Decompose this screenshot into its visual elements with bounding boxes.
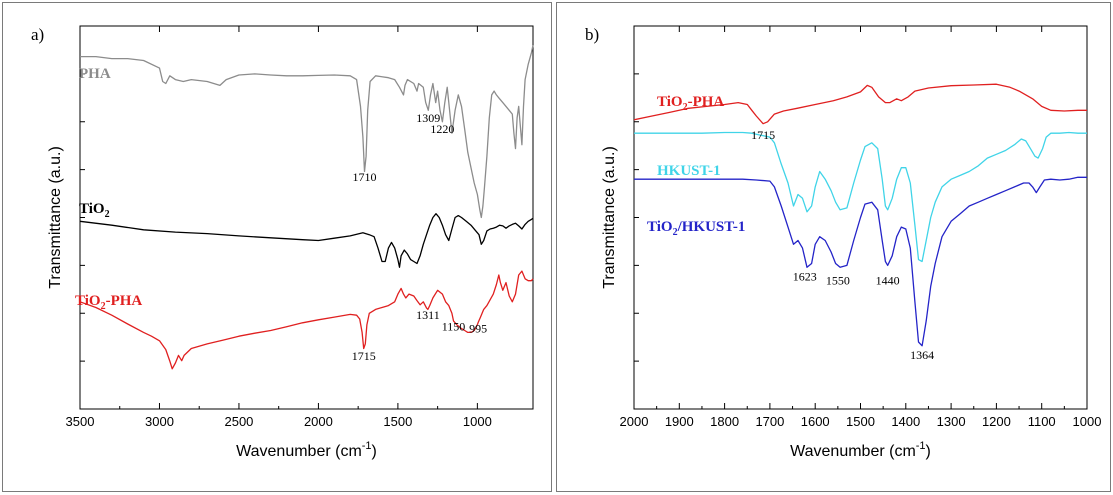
series-label: HKUST-1 (657, 163, 721, 179)
series-label-tail: /HKUST-1 (677, 219, 746, 235)
series-label: TiO2-PHA (657, 94, 724, 113)
y-axis-title: Transmittance (a.u.) (601, 146, 618, 289)
chart-a-svg: 3500 3000 2500 2000 1500 1000 Wavenumber (cm-1… (47, 25, 534, 460)
series-label-sub: 2 (105, 209, 110, 220)
series-label-tail: -PHA (688, 94, 725, 110)
peak-label: 995 (469, 321, 487, 335)
chart-panel-a: a) 3500 3000 2500 2000 1500 1000 Wavenumber (c… (2, 2, 552, 492)
series-label: PHA (79, 66, 111, 82)
x-tick-label: 2500 (224, 414, 253, 429)
x-tick-label: 1700 (755, 414, 784, 429)
series-line (634, 131, 1087, 263)
y-axis-title: Transmittance (a.u.) (47, 146, 64, 289)
series-label-tail: -PHA (106, 293, 143, 309)
series-label-name: PHA (79, 66, 111, 82)
series-label-name: TiO (657, 94, 683, 110)
x-axis-title: Wavenumber (cm-1) (236, 440, 377, 460)
x-axis-title-text: Wavenumber (cm (236, 443, 362, 460)
series-line (79, 270, 534, 370)
panel-label: a) (31, 25, 45, 44)
x-tick-label: 1500 (846, 414, 875, 429)
peak-label: 1150 (442, 319, 466, 333)
peak-label: 1715 (751, 128, 775, 142)
series-label-sub: 2 (673, 227, 678, 238)
x-tick-label: 1800 (710, 414, 739, 429)
series-label: TiO2/HKUST-1 (647, 219, 745, 238)
x-axis-title-sup: -1 (362, 440, 372, 452)
panel-label: b) (585, 25, 600, 44)
series-line (634, 176, 1087, 347)
x-tick-label: 1900 (665, 414, 694, 429)
peak-label: 1364 (910, 348, 934, 362)
series-label-name: TiO (75, 293, 101, 309)
x-axis-title-end: ) (372, 443, 377, 460)
series-label-name: TiO (647, 219, 673, 235)
peak-label: 1550 (826, 274, 850, 288)
series-label-name: TiO (79, 201, 105, 217)
chart-b-svg: 2000 1900 1800 1700 1600 1500 1400 1300 1200 1100… (601, 25, 1102, 460)
x-tick-label: 1300 (937, 414, 966, 429)
series-label-sub: 2 (683, 102, 688, 113)
chart-panel-b: b) 2000 1900 1800 1700 1600 1500 1400 1300 1200 1… (556, 2, 1111, 492)
x-tick-label: 3000 (145, 414, 174, 429)
series-label: TiO2-PHA (75, 293, 142, 312)
series-line (80, 45, 534, 219)
peak-label: 1623 (793, 270, 817, 284)
plot-frame (79, 25, 534, 410)
peak-label: 1309 (416, 111, 440, 125)
x-axis-title: Wavenumber (cm-1) (790, 440, 931, 460)
peak-label: 1440 (876, 274, 900, 288)
x-tick-label: 1100 (1028, 414, 1056, 429)
series-label: TiO2 (79, 201, 110, 220)
peak-label: 1311 (416, 308, 440, 322)
x-axis-title-end: ) (926, 443, 931, 460)
peak-label: 1220 (430, 122, 454, 136)
series-label-name: HKUST-1 (657, 163, 721, 179)
x-tick-label: 1000 (1073, 414, 1102, 429)
series-line (633, 83, 1087, 125)
x-tick-label: 3500 (66, 414, 95, 429)
x-tick-label: 2000 (304, 414, 333, 429)
series-line (79, 213, 534, 268)
x-tick-label: 1600 (801, 414, 830, 429)
x-tick-label: 1000 (463, 414, 492, 429)
x-tick-label: 1200 (982, 414, 1011, 429)
x-axis-title-sup: -1 (916, 440, 926, 452)
peak-label: 1715 (352, 349, 376, 363)
x-tick-label: 2000 (620, 414, 649, 429)
series-label-sub: 2 (101, 301, 106, 312)
peak-label: 1710 (353, 170, 377, 184)
x-tick-label: 1500 (383, 414, 412, 429)
x-tick-label: 1400 (891, 414, 920, 429)
x-axis-title-text: Wavenumber (cm (790, 443, 916, 460)
